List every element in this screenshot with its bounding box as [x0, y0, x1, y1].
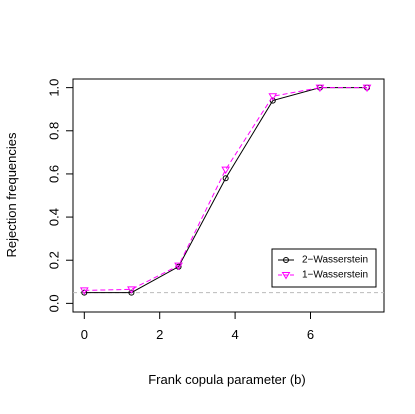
x-axis-label: Frank copula parameter (b) — [148, 372, 306, 387]
marker — [222, 175, 229, 182]
legend-box — [271, 248, 377, 288]
y-tick-label: 1.0 — [46, 79, 61, 97]
legend-marker — [281, 272, 291, 280]
y-tick-label: 0.6 — [46, 165, 61, 183]
legend-label: 1−Wasserstein — [302, 270, 368, 281]
x-tick-label: 6 — [307, 327, 314, 342]
marker — [221, 166, 231, 175]
legend-marker — [283, 257, 289, 263]
y-tick-label: 0.8 — [46, 122, 61, 140]
marker — [268, 93, 278, 101]
legend-label: 2−Wasserstein — [302, 255, 368, 266]
marker — [79, 287, 89, 295]
y-axis-label: Rejection frequencies — [4, 132, 19, 258]
y-tick-label: 0.4 — [46, 208, 61, 226]
marker — [128, 289, 135, 296]
marker — [315, 84, 325, 93]
x-tick-label: 2 — [156, 327, 163, 342]
x-tick-label: 0 — [81, 327, 88, 342]
x-tick-label: 4 — [231, 327, 238, 342]
y-tick-label: 0.0 — [46, 294, 61, 312]
marker — [174, 262, 183, 271]
marker — [362, 84, 372, 93]
marker — [127, 286, 136, 294]
y-tick-label: 0.2 — [46, 251, 61, 269]
plot-frame — [72, 78, 385, 313]
